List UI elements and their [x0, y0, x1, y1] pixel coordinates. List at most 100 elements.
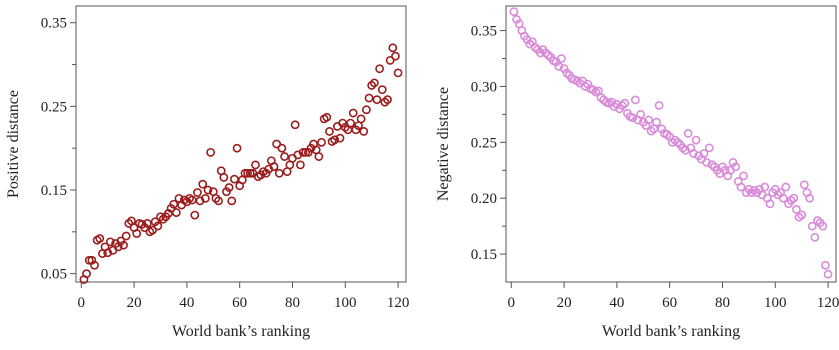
data-point: [383, 95, 392, 105]
data-point: [760, 182, 770, 192]
y-tick-label: 0.30: [471, 79, 497, 95]
data-point: [84, 255, 94, 265]
data-point: [630, 95, 640, 105]
data-point: [335, 133, 345, 143]
data-point: [367, 81, 377, 90]
data-point: [699, 149, 709, 158]
data-point: [272, 139, 282, 149]
data-point: [171, 208, 181, 217]
data-point: [810, 232, 820, 242]
data-point: [681, 145, 690, 155]
data-point: [509, 7, 519, 16]
data-point: [385, 55, 395, 65]
y-axis-title: Negative distance: [435, 87, 452, 201]
data-point: [797, 210, 807, 220]
data-point: [612, 99, 622, 109]
x-tick-label: 80: [285, 295, 300, 311]
data-point: [219, 173, 229, 182]
data-point: [702, 158, 712, 167]
data-point: [380, 97, 390, 107]
x-tick-label: 0: [508, 295, 516, 311]
data-point: [356, 114, 366, 124]
data-point: [522, 35, 532, 44]
y-tick-label: 0.15: [471, 247, 497, 263]
data-point: [340, 122, 350, 132]
data-point: [375, 64, 384, 74]
data-point: [512, 15, 521, 24]
data-point: [148, 225, 157, 235]
data-point: [105, 237, 115, 247]
data-point: [364, 93, 374, 103]
y-tick-label: 0.35: [471, 24, 497, 40]
data-point: [657, 124, 667, 134]
y-tick-label: 0.20: [471, 191, 497, 207]
data-point: [620, 98, 630, 108]
data-point: [325, 127, 334, 136]
data-point: [280, 152, 289, 161]
data-point: [206, 147, 216, 157]
x-tick-label: 40: [179, 295, 194, 311]
data-point: [158, 214, 168, 224]
data-point: [314, 152, 324, 161]
data-point: [823, 269, 833, 279]
plot-frame: [505, 5, 837, 283]
data-point: [739, 171, 748, 181]
data-point: [200, 193, 210, 203]
data-point: [232, 143, 242, 153]
data-point: [691, 135, 701, 145]
data-point: [736, 182, 746, 192]
x-tick-label: 60: [662, 295, 677, 311]
data-point: [652, 117, 661, 127]
data-point: [728, 158, 738, 167]
data-point: [121, 231, 131, 241]
data-point: [124, 219, 134, 228]
data-point: [393, 68, 403, 78]
plot-frame: [75, 5, 407, 283]
data-point: [636, 109, 646, 119]
data-point: [156, 212, 165, 222]
data-point: [789, 193, 799, 203]
data-point: [198, 179, 208, 189]
data-point: [388, 43, 398, 53]
data-point: [193, 188, 202, 197]
data-point: [821, 260, 830, 270]
data-point: [277, 143, 287, 153]
data-point: [132, 229, 142, 238]
data-point: [214, 196, 223, 206]
data-point: [583, 79, 593, 89]
data-point: [90, 260, 99, 270]
data-point: [227, 196, 237, 206]
x-axis-title: World bank’s ranking: [172, 323, 310, 340]
data-point: [229, 174, 239, 184]
data-point: [330, 135, 340, 145]
data-point: [95, 234, 105, 243]
data-point: [203, 185, 213, 195]
y-tick-label: 0.25: [41, 99, 67, 115]
x-tick-label: 120: [817, 295, 839, 311]
data-point: [781, 182, 791, 192]
data-point: [704, 143, 714, 153]
chart-panel-2: 0.15 0.20 0.25 0.30 0.35 0 20 40 60 80 100 120 World…: [435, 5, 839, 340]
data-point: [211, 193, 221, 203]
data-point: [119, 240, 128, 250]
data-point: [554, 61, 564, 71]
data-point: [245, 168, 255, 178]
data-point: [369, 78, 379, 88]
data-point: [317, 137, 326, 147]
data-point: [348, 108, 358, 118]
data-point: [805, 193, 814, 203]
y-tick-label: 0.25: [471, 135, 497, 151]
x-tick-label: 60: [232, 295, 247, 311]
data-point: [290, 120, 300, 130]
x-axis-title: World bank’s ranking: [602, 323, 740, 340]
data-point: [377, 85, 387, 95]
x-tick-label: 100: [334, 295, 357, 311]
data-point: [391, 51, 400, 61]
data-point: [818, 221, 828, 231]
data-point: [628, 113, 638, 123]
y-axis-title: Positive distance: [5, 90, 22, 198]
data-point: [557, 54, 566, 63]
data-point: [295, 160, 305, 170]
y-tick-label: 0.05: [41, 267, 67, 283]
